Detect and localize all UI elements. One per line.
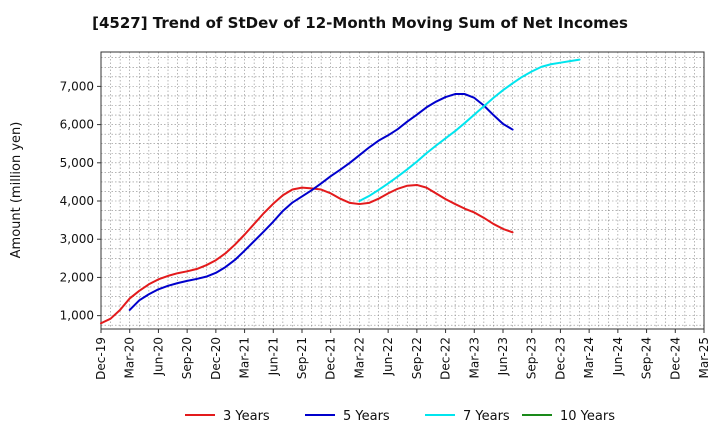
x-tick-label: Jun-23 <box>496 337 510 376</box>
x-tick-label: Sep-22 <box>410 337 424 379</box>
x-axis: Dec-19 Mar-20 Jun-20 Sep-20 Dec-20 Mar-21 Jun-… <box>94 329 711 380</box>
legend-label: 3 Years <box>223 409 270 424</box>
legend: 3 Years 5 Years 7 Years 10 Years <box>185 409 615 424</box>
y-tick-label: 4,000 <box>60 194 94 208</box>
x-tick-label: Jun-24 <box>611 337 625 376</box>
x-tick-label: Mar-21 <box>238 337 252 378</box>
x-tick-label: Mar-22 <box>352 337 366 378</box>
legend-label: 10 Years <box>560 409 615 424</box>
x-tick-label: Dec-23 <box>553 337 567 380</box>
y-tick-label: 5,000 <box>60 156 94 170</box>
y-tick-label: 1,000 <box>60 309 94 323</box>
y-tick-label: 6,000 <box>60 118 94 132</box>
x-tick-label: Dec-22 <box>439 337 453 380</box>
x-tick-label: Sep-23 <box>525 337 539 379</box>
y-tick-label: 3,000 <box>60 232 94 246</box>
x-tick-label: Dec-24 <box>668 337 682 380</box>
x-tick-label: Mar-23 <box>467 337 481 378</box>
x-tick-label: Dec-19 <box>94 337 108 380</box>
y-tick-label: 7,000 <box>60 79 94 93</box>
y-axis: 1,000 2,000 3,000 4,000 5,000 6,000 7,000 <box>60 79 101 323</box>
x-tick-label: Mar-25 <box>697 337 711 378</box>
chart-title: [4527] Trend of StDev of 12-Month Moving… <box>92 14 628 32</box>
x-tick-label: Mar-20 <box>123 337 137 378</box>
x-tick-label: Dec-21 <box>324 337 338 380</box>
series-line-3 <box>358 58 581 203</box>
legend-label: 7 Years <box>463 409 510 424</box>
y-tick-label: 2,000 <box>60 270 94 284</box>
series-line-1 <box>100 183 514 325</box>
series-line-2 <box>128 93 514 311</box>
x-tick-label: Jun-22 <box>381 337 395 376</box>
legend-label: 5 Years <box>343 409 390 424</box>
x-tick-label: Jun-20 <box>151 337 165 376</box>
x-tick-label: Sep-24 <box>640 337 654 379</box>
plot-frame <box>100 51 705 330</box>
x-tick-label: Jun-21 <box>266 337 280 376</box>
series-lines <box>100 58 581 325</box>
grid <box>101 52 704 329</box>
y-axis-label: Amount (million yen) <box>9 122 24 259</box>
x-tick-label: Mar-24 <box>582 337 596 378</box>
x-tick-label: Sep-21 <box>295 337 309 379</box>
x-tick-label: Dec-20 <box>209 337 223 380</box>
x-tick-label: Sep-20 <box>180 337 194 379</box>
